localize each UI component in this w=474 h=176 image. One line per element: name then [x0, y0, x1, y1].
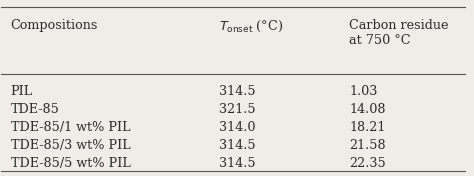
Text: 314.5: 314.5 [219, 139, 256, 152]
Text: 14.08: 14.08 [349, 103, 385, 116]
Text: TDE-85: TDE-85 [10, 103, 60, 116]
Text: $T_{\mathrm{onset}}$ (°C): $T_{\mathrm{onset}}$ (°C) [219, 19, 283, 34]
Text: 314.0: 314.0 [219, 121, 256, 134]
Text: Compositions: Compositions [10, 19, 98, 32]
Text: TDE-85/3 wt% PIL: TDE-85/3 wt% PIL [10, 139, 130, 152]
Text: TDE-85/1 wt% PIL: TDE-85/1 wt% PIL [10, 121, 130, 134]
Text: 1.03: 1.03 [349, 84, 377, 98]
Text: 18.21: 18.21 [349, 121, 385, 134]
Text: 314.5: 314.5 [219, 84, 256, 98]
Text: Carbon residue
at 750 °C: Carbon residue at 750 °C [349, 19, 448, 47]
Text: 314.5: 314.5 [219, 157, 256, 170]
Text: 22.35: 22.35 [349, 157, 386, 170]
Text: 321.5: 321.5 [219, 103, 256, 116]
Text: TDE-85/5 wt% PIL: TDE-85/5 wt% PIL [10, 157, 130, 170]
Text: PIL: PIL [10, 84, 33, 98]
Text: 21.58: 21.58 [349, 139, 386, 152]
